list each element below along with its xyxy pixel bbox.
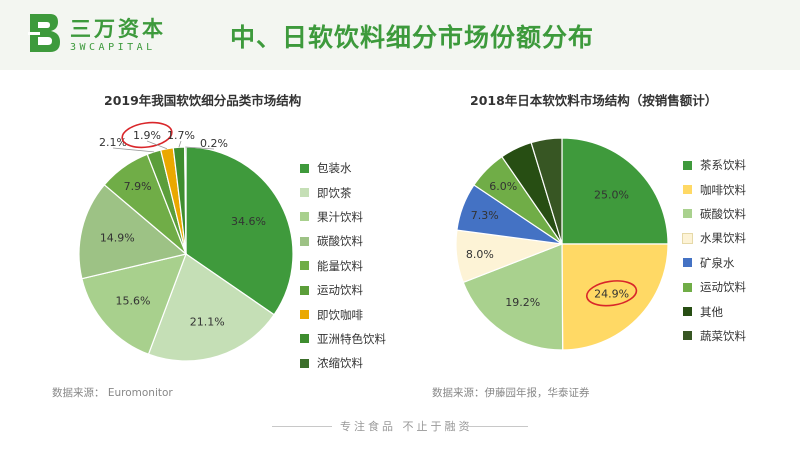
footer-slogan: 专注食品 不止于融资: [340, 420, 473, 433]
legend-label: 能量饮料: [317, 258, 363, 273]
japan-slice-label-5: 6.0%: [489, 180, 517, 193]
legend-swatch: [300, 236, 309, 246]
china-chart-title: 2019年我国软饮细分品类市场结构: [104, 93, 302, 108]
japan-chart-source: 数据来源：伊藤园年报，华泰证券: [432, 387, 590, 399]
china-slice-0: [185, 146, 294, 316]
china-legend-item: 亚洲特色饮料: [300, 327, 386, 351]
china-slice-label-3: 14.9%: [100, 232, 135, 245]
brand-logo-icon: [28, 14, 60, 52]
brand-name-en: 3WCAPITAL: [70, 42, 156, 53]
china-slice-label-7: 1.7%: [167, 129, 195, 142]
legend-label: 其他: [700, 304, 723, 319]
legend-label: 运动饮料: [317, 283, 363, 298]
japan-legend-item: 碳酸饮料: [683, 202, 746, 226]
china-leader-line-6: [146, 140, 168, 150]
legend-label: 包装水: [317, 161, 352, 176]
china-chart-legend: 包装水即饮茶果汁饮料碳酸饮料能量饮料运动饮料即饮咖啡亚洲特色饮料 浓缩饮料: [300, 156, 386, 376]
china-pie: [78, 146, 294, 362]
china-legend-item: 果汁饮料: [300, 205, 386, 229]
china-legend-item: 即饮咖啡: [300, 302, 386, 326]
legend-label: 茶系饮料: [700, 158, 746, 173]
legend-label: 即饮咖啡: [317, 307, 363, 322]
japan-slice-label-3: 8.0%: [466, 248, 494, 261]
legend-swatch: [682, 232, 693, 244]
china-leader-line-5: [112, 147, 154, 153]
legend-swatch: [683, 307, 692, 317]
legend-swatch: [683, 258, 692, 268]
china-legend-item: 浓缩饮料: [300, 351, 386, 375]
china-legend-item: 运动饮料: [300, 278, 386, 302]
china-slice-2: [81, 253, 187, 355]
china-slice-label-1: 21.1%: [190, 315, 225, 328]
china-highlight-circle: [121, 121, 173, 149]
legend-swatch: [300, 285, 309, 295]
china-slice-label-8: 0.2%: [200, 137, 228, 150]
japan-slice-1: [561, 243, 669, 351]
japan-slice-label-0: 25.0%: [594, 189, 629, 202]
legend-swatch: [683, 209, 692, 219]
legend-label: 咖啡饮料: [700, 182, 746, 197]
china-slice-1: [147, 253, 275, 362]
legend-swatch: [300, 358, 309, 368]
legend-swatch: [300, 310, 309, 320]
china-legend-item: 即饮茶: [300, 180, 386, 204]
legend-label: 矿泉水: [700, 255, 735, 270]
legend-swatch: [683, 160, 692, 170]
legend-label: 运动饮料: [700, 280, 746, 295]
legend-label: 浓缩饮料: [317, 356, 363, 371]
japan-legend-item: 运动饮料: [683, 275, 746, 299]
china-legend-item: 能量饮料: [300, 254, 386, 278]
legend-label: 碳酸饮料: [317, 234, 363, 249]
legend-swatch: [300, 261, 309, 271]
legend-label: 碳酸饮料: [700, 206, 746, 221]
china-legend-item: 碳酸饮料: [300, 229, 386, 253]
japan-legend-item: 矿泉水: [683, 251, 746, 275]
legend-label: 亚洲特色饮料: [317, 331, 386, 346]
japan-legend-item: 茶系饮料: [683, 153, 746, 177]
legend-label: 水果饮料: [700, 231, 746, 246]
japan-legend-item: 咖啡饮料: [683, 177, 746, 201]
china-leader-line-8: [185, 146, 215, 150]
japan-slice-label-4: 7.3%: [471, 209, 499, 222]
legend-swatch: [300, 212, 309, 222]
legend-label: 即饮茶: [317, 185, 352, 200]
japan-slice-0: [561, 137, 669, 245]
japan-slice-7: [530, 137, 563, 245]
japan-legend-item: 其他: [683, 299, 746, 323]
china-slice-3: [78, 183, 188, 280]
japan-chart-title: 2018年日本软饮料市场结构（按销售额计）: [470, 93, 718, 108]
legend-label: 果汁饮料: [317, 209, 363, 224]
japan-pie: [455, 137, 669, 351]
china-slice-label-2: 15.6%: [116, 295, 151, 308]
legend-swatch: [300, 188, 309, 198]
footer-divider-right: [468, 426, 528, 427]
japan-legend-item: 水果饮料: [682, 226, 746, 250]
japan-legend-item: 蔬菜饮料: [683, 324, 746, 348]
legend-swatch: [683, 282, 692, 292]
china-slice-label-4: 7.9%: [124, 180, 152, 193]
legend-swatch: [300, 334, 309, 344]
page-header: 三万资本 3WCAPITAL 中、日软饮料细分市场份额分布: [0, 0, 800, 70]
footer-divider-left: [272, 426, 332, 427]
legend-swatch: [683, 185, 692, 195]
page-title: 中、日软饮料细分市场份额分布: [230, 23, 595, 52]
japan-slice-label-2: 19.2%: [505, 296, 540, 309]
china-legend-item: 包装水: [300, 156, 386, 180]
legend-swatch: [683, 331, 692, 341]
china-slice-label-0: 34.6%: [231, 215, 266, 228]
japan-highlight-circle: [585, 280, 638, 307]
china-slice-label-6: 1.9%: [133, 129, 161, 142]
japan-chart-legend: 茶系饮料咖啡饮料碳酸饮料水果饮料矿泉水运动饮料其他蔬菜饮料: [682, 153, 746, 348]
japan-slice-label-1: 24.9%: [594, 287, 629, 300]
brand-name: 三万资本: [70, 17, 166, 41]
china-leader-line-7: [178, 140, 182, 148]
japan-slice-2: [462, 243, 564, 351]
legend-swatch: [300, 163, 309, 173]
china-slice-label-5: 2.1%: [99, 136, 127, 149]
legend-label: 蔬菜饮料: [700, 328, 746, 343]
china-chart-source: 数据来源： Euromonitor: [52, 387, 173, 399]
